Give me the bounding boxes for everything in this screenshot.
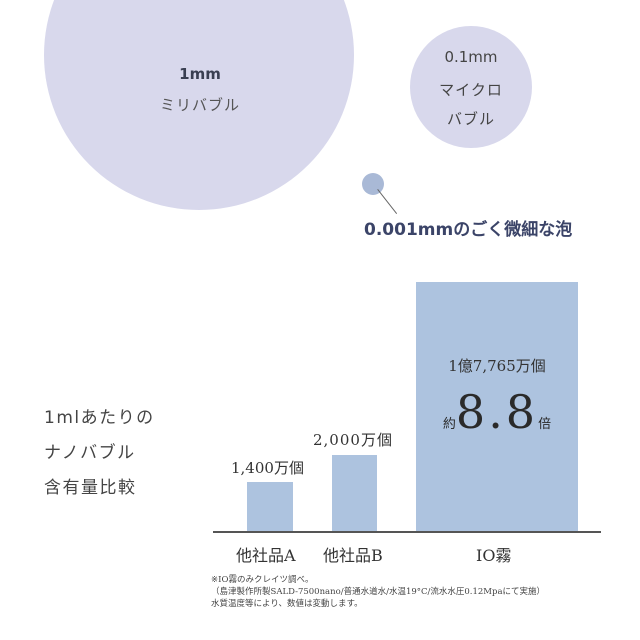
category-io-label: IO霧 xyxy=(476,546,512,565)
x-axis-line xyxy=(213,531,601,533)
bar-io-value: 1億7,765万個 xyxy=(448,357,546,375)
side-title-line3: 含有量比較 xyxy=(44,478,137,498)
nanobubble-caption: 0.001mmのごく微細な泡 xyxy=(364,220,573,240)
bar-b-value: 2,000万個 xyxy=(313,431,393,449)
ratio-annotation: 約8.8倍 xyxy=(416,385,578,439)
footnote-line1: ※IO霧のみクレイツ調べ。 xyxy=(211,575,314,585)
microbubble-size: 0.1mm xyxy=(444,48,498,66)
bar-a-value: 1,400万個 xyxy=(231,459,304,477)
millibubble-size: 1mm xyxy=(179,65,221,83)
bar-b xyxy=(332,455,377,532)
ratio-value: 8.8 xyxy=(455,385,539,439)
microbubble-circle xyxy=(410,26,532,148)
side-title-line1: 1mlあたりの xyxy=(44,408,155,428)
category-b-label: 他社品B xyxy=(323,546,383,565)
leader-line xyxy=(376,189,398,215)
microbubble-name-line1: マイクロ xyxy=(439,81,503,99)
millibubble-name: ミリバブル xyxy=(159,96,240,114)
footnote-line3: 水質温度等により、数値は変動します。 xyxy=(211,599,363,609)
footnote-line2: （島津製作所製SALD-7500nano/普通水道水/水温19°C/流水水圧0.… xyxy=(211,587,546,597)
ratio-prefix: 約 xyxy=(442,417,456,432)
bar-a xyxy=(247,482,293,532)
ratio-suffix: 倍 xyxy=(538,417,552,432)
microbubble-name-line2: バブル xyxy=(446,110,495,128)
category-a-label: 他社品A xyxy=(236,546,296,565)
bar-io xyxy=(416,282,578,532)
side-title-line2: ナノバブル xyxy=(44,443,136,463)
